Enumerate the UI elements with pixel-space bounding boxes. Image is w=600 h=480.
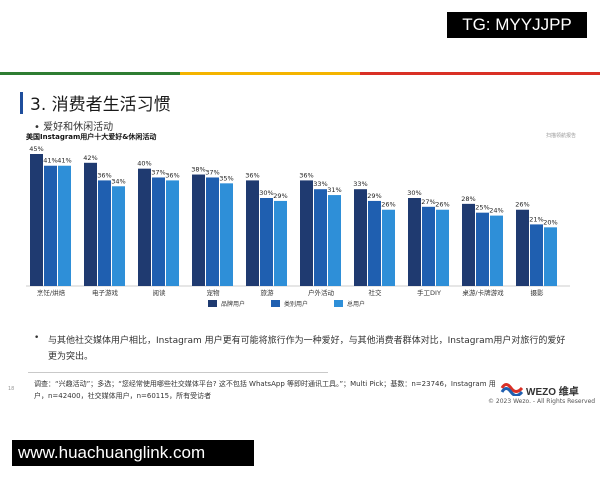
data-label: 36% <box>97 171 111 179</box>
bar-brand-4 <box>246 180 259 286</box>
bar-brand-9 <box>516 209 529 286</box>
legend-item-total: 总用户 <box>334 299 365 308</box>
bar-brand-7 <box>408 198 421 286</box>
legend-label-total: 总用户 <box>347 301 366 308</box>
brand-logo-text: WEZO 维卓 <box>526 387 579 398</box>
source-label: 扫描领航报告 <box>546 133 577 139</box>
category-label: 电子游戏 <box>92 288 119 297</box>
legend-swatch-total <box>334 300 344 307</box>
legend-label-brand: 品牌用户 <box>221 301 246 308</box>
bar-category-5 <box>314 189 327 286</box>
bar-total-4 <box>274 200 287 286</box>
data-label: 37% <box>151 168 165 176</box>
data-label: 29% <box>273 192 287 200</box>
category-label: 旅游 <box>261 288 275 297</box>
legend-item-category: 类别用户 <box>271 299 308 308</box>
bar-brand-1 <box>84 162 97 286</box>
bar-brand-0 <box>30 154 43 286</box>
bar-total-0 <box>58 165 71 286</box>
data-label: 26% <box>435 201 449 209</box>
data-label: 36% <box>299 171 313 179</box>
legend-item-brand: 品牌用户 <box>208 299 245 308</box>
bar-total-8 <box>490 215 503 286</box>
legend-swatch-category <box>271 300 281 307</box>
legend-swatch-brand <box>208 300 217 307</box>
bar-category-8 <box>476 212 489 286</box>
data-label: 25% <box>475 204 489 212</box>
data-label: 34% <box>111 177 125 185</box>
bar-total-9 <box>544 227 557 286</box>
category-label: 桌游/卡牌游戏 <box>462 288 504 297</box>
slide-title: 3. 消费者生活习惯 <box>30 95 171 115</box>
data-label: 38% <box>191 166 205 174</box>
data-label: 24% <box>489 207 503 215</box>
category-label: 烹饪/烘焙 <box>37 288 66 297</box>
data-label: 26% <box>381 201 395 209</box>
section-bullet-text: 爱好和休闲活动 <box>43 122 114 133</box>
category-label: 阅读 <box>153 288 167 297</box>
data-label: 26% <box>515 201 529 209</box>
legend-label-category: 类别用户 <box>284 301 309 308</box>
data-label: 21% <box>529 215 543 223</box>
wezo-logo-icon <box>500 383 524 396</box>
bar-category-6 <box>368 200 381 286</box>
category-label: 社交 <box>369 288 383 297</box>
bar-brand-2 <box>138 168 151 286</box>
bar-category-3 <box>206 177 219 286</box>
data-label: 30% <box>407 189 421 197</box>
data-label: 29% <box>367 192 381 200</box>
bar-brand-8 <box>462 203 475 286</box>
bar-category-7 <box>422 206 435 286</box>
bar-total-6 <box>382 209 395 286</box>
chart-caption: 美国Instagram用户十大爱好&休闲活动 <box>26 133 157 141</box>
data-label: 41% <box>43 157 57 165</box>
data-label: 28% <box>461 195 475 203</box>
data-label: 42% <box>83 154 97 162</box>
data-label: 20% <box>543 218 557 226</box>
title-accent-bar <box>20 92 23 114</box>
bar-brand-5 <box>300 180 313 286</box>
bar-total-7 <box>436 209 449 286</box>
data-label: 45% <box>29 145 43 153</box>
watermark-bottom: www.huachuanglink.com <box>12 440 254 466</box>
bar-brand-3 <box>192 174 205 286</box>
bar-category-9 <box>530 224 543 286</box>
bar-total-3 <box>220 183 233 286</box>
insight-note: 与其他社交媒体用户相比，Instagram 用户更有可能将旅行作为一种爱好，与其… <box>48 336 566 362</box>
survey-footnote: 调查：“兴趣活动”；多选；“您经常使用哪些社交媒体平台? 这不包括 WhatsA… <box>34 380 496 400</box>
category-label: 户外活动 <box>308 288 335 297</box>
bar-category-0 <box>44 165 57 286</box>
data-label: 30% <box>259 189 273 197</box>
data-label: 31% <box>327 186 341 194</box>
data-label: 36% <box>245 171 259 179</box>
bar-total-2 <box>166 180 179 286</box>
slide-divider <box>0 72 600 75</box>
data-label: 40% <box>137 160 151 168</box>
category-label: 宠物 <box>207 288 221 297</box>
data-label: 33% <box>353 180 367 188</box>
note-bullet: • <box>34 333 40 343</box>
data-label: 36% <box>165 171 179 179</box>
page-number: 18 <box>8 386 15 392</box>
bar-total-1 <box>112 186 125 286</box>
data-label: 27% <box>421 198 435 206</box>
chart-legend: 品牌用户 类别用户 总用户 <box>208 299 365 308</box>
category-label: 手工DIY <box>417 288 441 297</box>
bar-category-4 <box>260 198 273 286</box>
data-label: 35% <box>219 174 233 182</box>
category-label: 摄影 <box>531 288 545 297</box>
bar-category-2 <box>152 177 165 286</box>
data-label: 37% <box>205 168 219 176</box>
copyright: © 2023 Wezo. - All Rights Reserved <box>488 398 596 405</box>
data-label: 33% <box>313 180 327 188</box>
data-label: 41% <box>57 157 71 165</box>
section-bullet: • 爱好和休闲活动 <box>34 122 114 133</box>
bar-brand-6 <box>354 189 367 286</box>
footnote-divider <box>28 372 328 373</box>
bar-category-1 <box>98 180 111 286</box>
watermark-top: TG: MYYJJPP <box>447 12 587 38</box>
bar-total-5 <box>328 195 341 286</box>
